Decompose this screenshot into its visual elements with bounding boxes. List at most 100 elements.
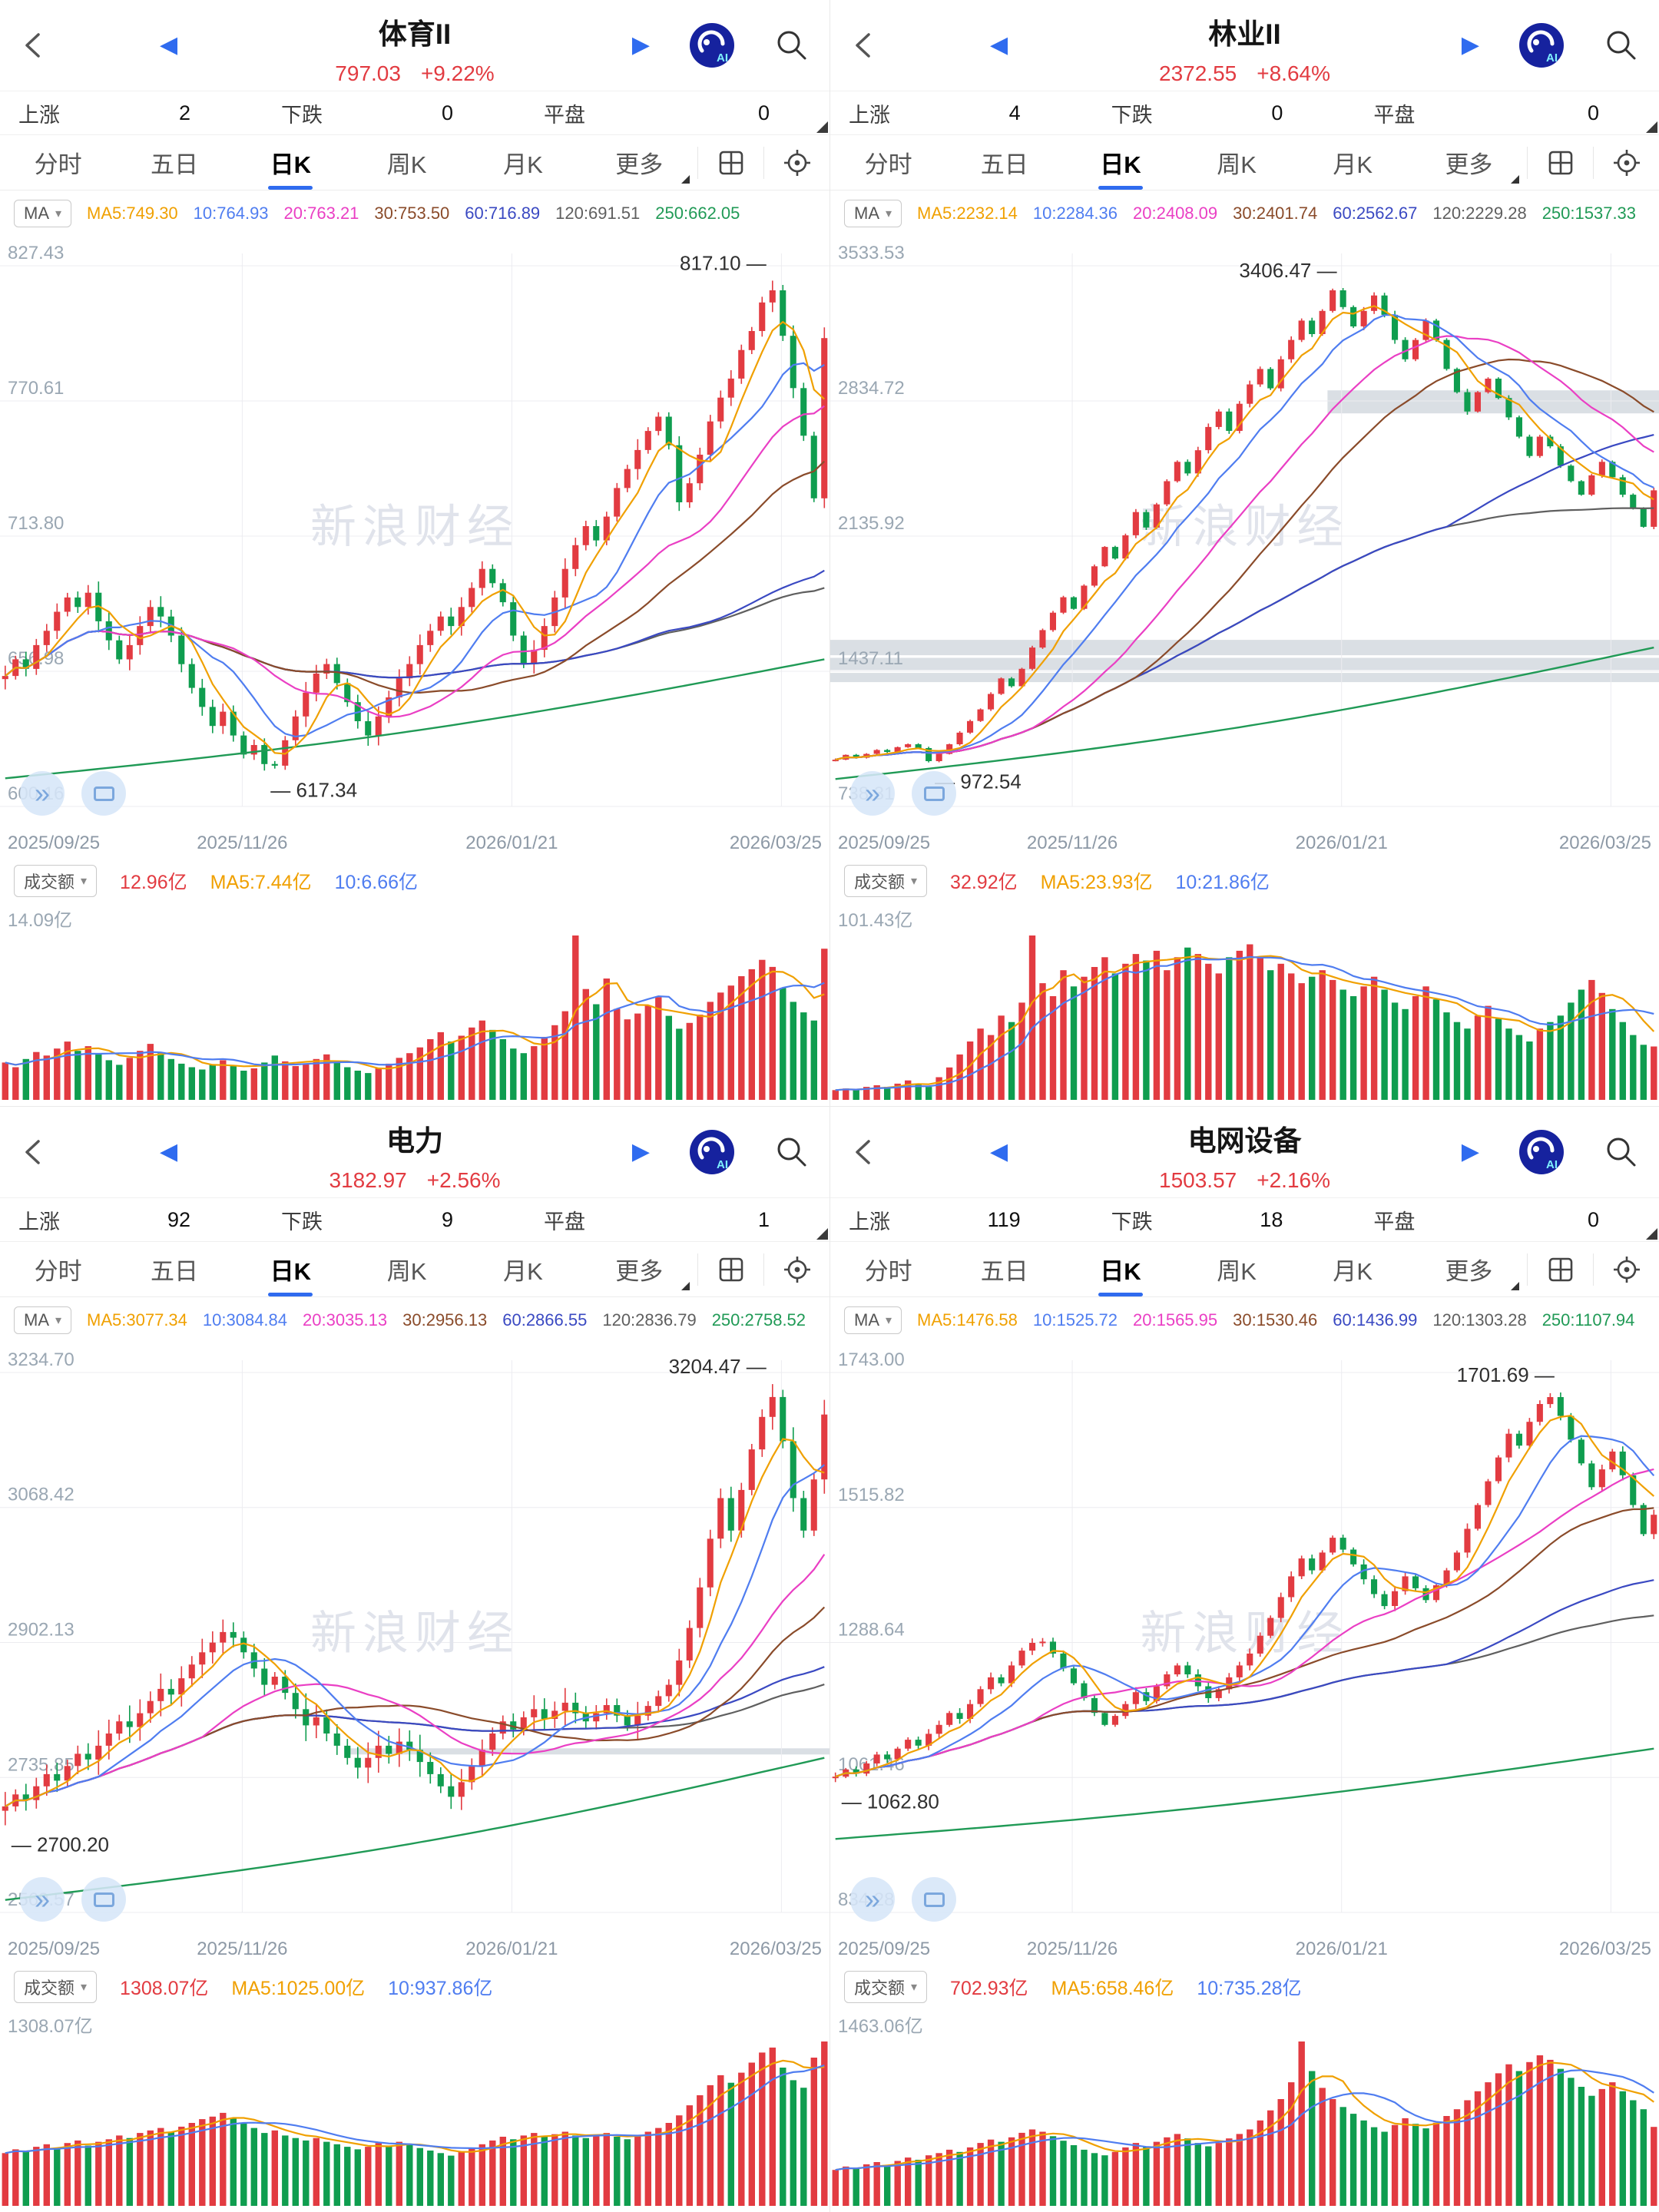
- tab-0[interactable]: 分时: [34, 151, 82, 178]
- volume-chart[interactable]: 101.43亿: [830, 900, 1659, 1106]
- price-chart[interactable]: 3234.703068.422902.132735.852569.57新浪财经3…: [0, 1340, 830, 1934]
- grid-layout-icon[interactable]: [1527, 1253, 1593, 1286]
- sina-ai-logo-icon[interactable]: AI: [1518, 22, 1565, 69]
- tab-1[interactable]: 五日: [150, 151, 198, 178]
- search-icon[interactable]: [1604, 28, 1639, 63]
- svg-text:3406.47 —: 3406.47 —: [1239, 259, 1336, 282]
- landscape-rotate-button[interactable]: [912, 771, 956, 816]
- tab-4[interactable]: 月K: [1333, 1258, 1373, 1285]
- landscape-rotate-button[interactable]: [81, 1877, 126, 1922]
- next-sector-icon[interactable]: ▶: [631, 1139, 650, 1164]
- tab-0[interactable]: 分时: [34, 1258, 82, 1285]
- expand-corner-icon[interactable]: [1646, 121, 1657, 133]
- tab-2[interactable]: 日K: [233, 135, 349, 190]
- tab-1[interactable]: 五日: [150, 1258, 198, 1285]
- fast-forward-button[interactable]: »: [850, 1877, 895, 1922]
- flat-count: 0: [1587, 101, 1600, 124]
- price-chart[interactable]: 1743.001515.821288.641061.46834.28新浪财经17…: [830, 1340, 1659, 1934]
- tab-3[interactable]: 周K: [386, 151, 427, 178]
- search-icon[interactable]: [774, 1134, 810, 1170]
- sina-ai-logo-icon[interactable]: AI: [688, 22, 736, 69]
- tab-5[interactable]: 更多: [1445, 151, 1493, 178]
- x-axis-dates: 2025/09/25 2025/11/26 2026/01/21 2026/03/25: [0, 1934, 830, 1968]
- chevron-down-icon: ▾: [911, 1981, 918, 1994]
- expand-corner-icon[interactable]: [816, 1228, 828, 1240]
- back-icon[interactable]: [20, 28, 46, 62]
- fast-forward-button[interactable]: »: [850, 771, 895, 816]
- tab-3[interactable]: 周K: [1217, 151, 1257, 178]
- back-icon[interactable]: [850, 28, 876, 62]
- ma-dropdown[interactable]: MA ▾: [844, 1306, 902, 1334]
- ma-dropdown-label: MA: [854, 204, 879, 223]
- volume-legend: 成交额 ▾ 12.96亿 MA5:7.44亿 10:6.66亿: [0, 862, 830, 900]
- period-tabs: 分时 五日 日K 周K 月K 更多: [830, 1242, 1659, 1297]
- volume-dropdown[interactable]: 成交额 ▾: [14, 865, 98, 897]
- next-sector-icon[interactable]: ▶: [631, 32, 650, 58]
- volume-svg: 101.43亿: [832, 910, 1657, 1100]
- tab-4[interactable]: 月K: [503, 151, 543, 178]
- ma-dropdown[interactable]: MA ▾: [14, 200, 72, 227]
- tab-0[interactable]: 分时: [864, 1258, 912, 1285]
- tab-3[interactable]: 周K: [386, 1258, 427, 1285]
- svg-text:2902.13: 2902.13: [8, 1620, 75, 1641]
- tab-1[interactable]: 五日: [980, 151, 1028, 178]
- prev-sector-icon[interactable]: ◀: [160, 32, 178, 58]
- volume-chart[interactable]: 14.09亿: [0, 900, 830, 1106]
- tab-5[interactable]: 更多: [1445, 1258, 1493, 1285]
- landscape-rotate-button[interactable]: [912, 1877, 956, 1922]
- volume-legend: 成交额 ▾ 702.93亿 MA5:658.46亿 10:735.28亿: [830, 1968, 1659, 2006]
- volume-chart[interactable]: 1308.07亿: [0, 2006, 830, 2212]
- volume-dropdown[interactable]: 成交额 ▾: [844, 1971, 928, 2003]
- price-chart[interactable]: 827.43770.61713.80656.98600.16新浪财经817.10…: [0, 233, 830, 828]
- tab-5[interactable]: 更多: [615, 151, 664, 178]
- tab-4[interactable]: 月K: [503, 1258, 543, 1285]
- sina-ai-logo-icon[interactable]: AI: [688, 1128, 736, 1176]
- next-sector-icon[interactable]: ▶: [1461, 32, 1479, 58]
- x-axis-dates: 2025/09/25 2025/11/26 2026/01/21 2026/03/25: [830, 828, 1659, 862]
- volume-value-0: 12.96亿: [120, 872, 187, 893]
- settings-target-icon[interactable]: [1593, 146, 1659, 179]
- prev-sector-icon[interactable]: ◀: [990, 32, 1008, 58]
- grid-layout-icon[interactable]: [1527, 146, 1593, 179]
- grid-layout-icon[interactable]: [697, 146, 763, 179]
- ma-dropdown[interactable]: MA ▾: [14, 1306, 72, 1334]
- chevron-down-icon: ▾: [81, 875, 88, 888]
- down-count: 0: [1271, 101, 1283, 124]
- candlestick-svg: 3234.703068.422902.132735.852569.57新浪财经3…: [0, 1349, 830, 1913]
- settings-target-icon[interactable]: [1593, 1253, 1659, 1286]
- fast-forward-button[interactable]: »: [20, 1877, 65, 1922]
- price-chart[interactable]: 3533.532834.722135.921437.11738.31新浪财经34…: [830, 233, 1659, 828]
- svg-text:新浪财经: 新浪财经: [1141, 502, 1349, 553]
- sina-ai-logo-icon[interactable]: AI: [1518, 1128, 1565, 1176]
- back-icon[interactable]: [850, 1135, 876, 1169]
- expand-corner-icon[interactable]: [1646, 1228, 1657, 1240]
- tab-2[interactable]: 日K: [1062, 135, 1178, 190]
- tab-3[interactable]: 周K: [1217, 1258, 1257, 1285]
- expand-corner-icon[interactable]: [816, 121, 828, 133]
- tab-2[interactable]: 日K: [1062, 1242, 1178, 1296]
- volume-dropdown[interactable]: 成交额 ▾: [844, 865, 928, 897]
- ma-dropdown[interactable]: MA ▾: [844, 200, 902, 227]
- tab-0[interactable]: 分时: [864, 151, 912, 178]
- ma-value-6: 250:1537.33: [1541, 204, 1637, 223]
- landscape-rotate-button[interactable]: [81, 771, 126, 816]
- tab-5[interactable]: 更多: [615, 1258, 664, 1285]
- back-icon[interactable]: [20, 1135, 46, 1169]
- search-icon[interactable]: [1604, 1134, 1639, 1170]
- tab-2[interactable]: 日K: [233, 1242, 349, 1296]
- tab-1[interactable]: 五日: [980, 1258, 1028, 1285]
- ma-value-1: 10:1525.72: [1032, 1310, 1118, 1330]
- settings-target-icon[interactable]: [763, 146, 830, 179]
- volume-dropdown[interactable]: 成交额 ▾: [14, 1971, 98, 2003]
- volume-chart[interactable]: 1463.06亿: [830, 2006, 1659, 2212]
- prev-sector-icon[interactable]: ◀: [990, 1139, 1008, 1164]
- grid-layout-icon[interactable]: [697, 1253, 763, 1286]
- volume-dropdown-label: 成交额: [24, 1979, 75, 1998]
- volume-value-2: 10:937.86亿: [388, 1978, 493, 1999]
- tab-4[interactable]: 月K: [1333, 151, 1373, 178]
- fast-forward-button[interactable]: »: [20, 771, 65, 816]
- next-sector-icon[interactable]: ▶: [1461, 1139, 1479, 1164]
- search-icon[interactable]: [774, 28, 810, 63]
- settings-target-icon[interactable]: [763, 1253, 830, 1286]
- prev-sector-icon[interactable]: ◀: [160, 1139, 178, 1164]
